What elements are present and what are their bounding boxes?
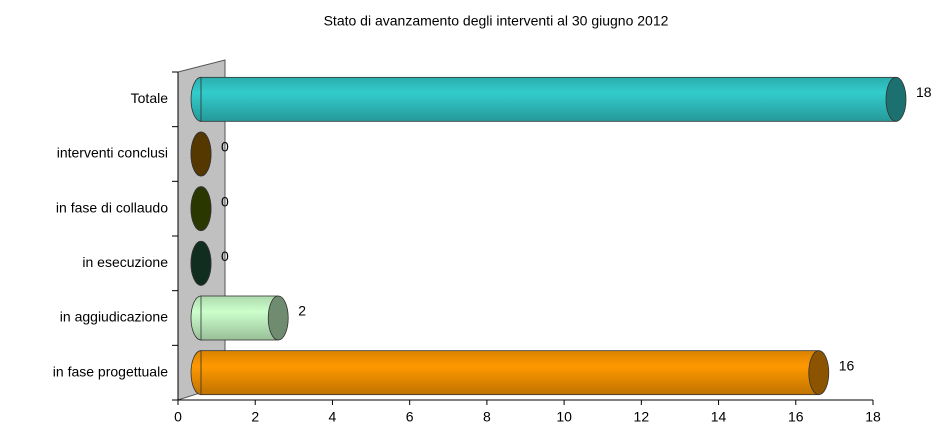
bar-cap xyxy=(190,131,212,177)
bar xyxy=(200,350,820,396)
bar-group xyxy=(190,131,212,177)
bar-cap xyxy=(190,240,212,286)
x-tick-label: 14 xyxy=(711,409,727,425)
y-tick-label: in fase di collaudo xyxy=(56,199,168,215)
bar-cap xyxy=(808,350,830,396)
x-tick-label: 12 xyxy=(634,409,650,425)
y-tick-label: Totale xyxy=(131,90,169,106)
x-tick-label: 18 xyxy=(865,409,881,425)
bar-group xyxy=(190,350,830,396)
bar-cap xyxy=(190,186,212,232)
y-tick-label: in aggiudicazione xyxy=(60,309,168,325)
data-label: 16 xyxy=(839,357,855,373)
x-tick-label: 0 xyxy=(174,409,182,425)
chart-title: Stato di avanzamento degli interventi al… xyxy=(324,13,669,29)
x-tick-label: 10 xyxy=(556,409,572,425)
bar-cap xyxy=(885,76,907,122)
bar-group xyxy=(190,240,212,286)
y-tick-label: interventi conclusi xyxy=(57,145,168,161)
y-tick-label: in esecuzione xyxy=(82,254,168,270)
data-label: 2 xyxy=(298,303,306,319)
data-label: 0 xyxy=(221,139,229,155)
y-tick-label: in fase progettuale xyxy=(53,363,168,379)
x-tick-label: 2 xyxy=(251,409,259,425)
x-tick-label: 16 xyxy=(788,409,804,425)
bar-group xyxy=(190,186,212,232)
x-tick-label: 6 xyxy=(406,409,414,425)
bar xyxy=(200,295,279,341)
data-label: 18 xyxy=(916,84,932,100)
data-label: 0 xyxy=(221,248,229,264)
bar xyxy=(200,76,897,122)
bar-cap xyxy=(267,295,289,341)
data-label: 0 xyxy=(221,193,229,209)
bar-group xyxy=(190,76,907,122)
x-tick-label: 4 xyxy=(329,409,337,425)
bar-group xyxy=(190,295,289,341)
x-tick-label: 8 xyxy=(483,409,491,425)
